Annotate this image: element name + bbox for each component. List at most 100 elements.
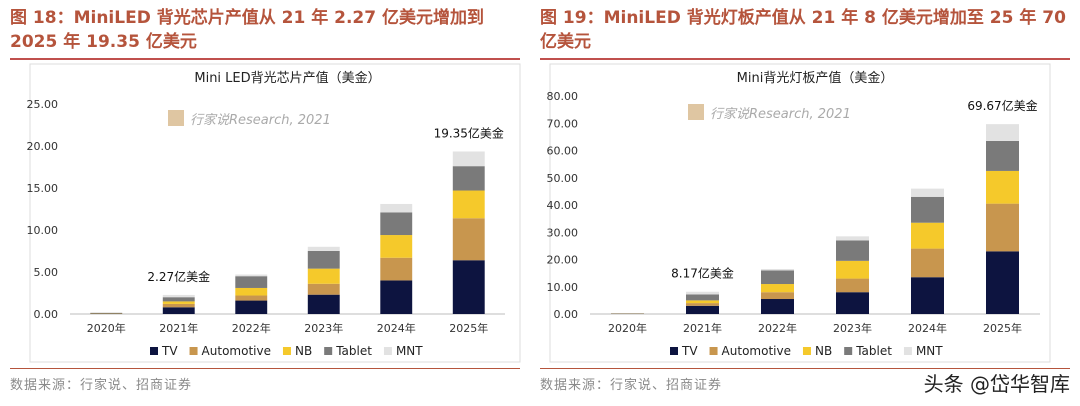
y-tick-label: 10.00 — [27, 224, 59, 237]
legend: TV Automotive NB Tablet MNT — [670, 344, 943, 358]
bar-segment — [911, 222, 944, 249]
bar-segment — [452, 166, 485, 191]
chart-frame — [549, 63, 1051, 363]
bar-segment — [235, 287, 268, 296]
bar-segment — [380, 203, 413, 213]
bar-segment — [986, 124, 1019, 141]
chart-frame — [29, 63, 521, 363]
x-tick-label: 2022年 — [758, 321, 797, 335]
bar-segment — [836, 236, 869, 241]
board-output-chart: Mini背光灯板产值（美金） 行家说Research, 2021 0.00 10.00… — [547, 63, 1051, 363]
x-tick-label: 2024年 — [908, 321, 947, 335]
legend-label: Automotive — [202, 344, 271, 358]
logo-text: 行家说Research, 2021 — [190, 112, 331, 128]
legend-label: Tablet — [335, 344, 372, 358]
y-tick-label: 15.00 — [27, 182, 59, 195]
title-rule — [540, 58, 1070, 60]
bar-segment — [686, 294, 719, 301]
bar-segment — [307, 283, 340, 295]
bar-segment — [452, 218, 485, 261]
bar-segment — [836, 278, 869, 293]
bar-segment — [235, 295, 268, 301]
chip-output-chart: Mini LED背光芯片产值（美金） 行家说Research, 2021 0.00 5… — [27, 63, 521, 363]
bar-segment — [235, 300, 268, 314]
bar-segment — [761, 292, 794, 300]
y-tick-label: 30.00 — [547, 226, 579, 239]
legend-swatch — [383, 347, 392, 355]
legend-label: Automotive — [722, 344, 791, 358]
x-tick-label: 2020年 — [608, 321, 647, 335]
bar-segment — [452, 151, 485, 167]
figure-title: 图 19：MiniLED 背光灯板产值从 21 年 8 亿美元增加至 25 年 … — [540, 8, 1066, 52]
bar-segment — [235, 276, 268, 288]
bar-segment — [686, 305, 719, 314]
x-tick-label: 2023年 — [304, 321, 343, 335]
figure-19-panel: 图 19：MiniLED 背光灯板产值从 21 年 8 亿美元增加至 25 年 … — [540, 0, 1080, 406]
bar-segment — [235, 274, 268, 277]
bar-segment — [686, 300, 719, 304]
figure-18-panel: 图 18：MiniLED 背光芯片产值从 21 年 2.27 亿美元增加到 20… — [0, 0, 535, 406]
bar-segment — [911, 277, 944, 314]
legend-swatch — [709, 347, 718, 355]
y-tick-label: 50.00 — [547, 172, 579, 185]
chart-title: Mini LED背光芯片产值（美金） — [194, 70, 380, 86]
x-tick-label: 2021年 — [159, 321, 198, 335]
bar-segment — [380, 212, 413, 236]
bar-segment — [761, 299, 794, 314]
bar-segment — [911, 196, 944, 223]
bar-segment — [307, 294, 340, 314]
legend-label: Tablet — [855, 344, 892, 358]
data-label: 19.35亿美金 — [434, 125, 504, 140]
data-label: 69.67亿美金 — [967, 98, 1037, 113]
bar-segment — [911, 248, 944, 278]
legend: TV Automotive NB Tablet MNT — [150, 344, 423, 358]
legend-swatch — [150, 347, 158, 355]
logo-watermark: 行家说Research, 2021 — [688, 104, 851, 122]
legend-label: NB — [295, 344, 312, 358]
y-tick-label: 0.00 — [34, 308, 59, 321]
legend-swatch — [189, 347, 198, 355]
y-tick-label: 20.00 — [27, 140, 59, 153]
bar-segment — [761, 269, 794, 271]
x-tick-label: 2024年 — [377, 321, 416, 335]
source-note: 数据来源：行家说、招商证券 — [540, 378, 723, 393]
watermark: 头条 @岱华智库 — [923, 372, 1070, 396]
bar-segment — [452, 190, 485, 219]
bottom-rule — [540, 368, 1070, 369]
bar-segment — [162, 301, 195, 304]
x-tick-label: 2021年 — [683, 321, 722, 335]
logo-icon — [168, 110, 184, 126]
legend-swatch — [670, 347, 678, 355]
y-tick-label: 0.00 — [554, 308, 579, 321]
bar-segment — [836, 260, 869, 279]
bar-segment — [836, 240, 869, 261]
bar-segment — [162, 303, 195, 308]
bar-segment — [380, 257, 413, 281]
legend-swatch — [802, 347, 811, 355]
y-tick-label: 40.00 — [547, 199, 579, 212]
bottom-rule — [10, 368, 520, 369]
x-tick-label: 2020年 — [87, 321, 126, 335]
y-tick-label: 10.00 — [547, 281, 579, 294]
bar-segment — [686, 303, 719, 306]
bar-segment — [380, 280, 413, 314]
legend-label: TV — [161, 344, 178, 358]
bar-segment — [986, 251, 1019, 314]
bar-segment — [986, 140, 1019, 171]
bar-segment — [911, 188, 944, 197]
legend-swatch — [844, 347, 853, 355]
bar-segment — [162, 307, 195, 314]
y-tick-label: 5.00 — [34, 266, 59, 279]
bar-segment — [986, 203, 1019, 252]
y-tick-label: 60.00 — [547, 145, 579, 158]
bar-segment — [452, 260, 485, 314]
bar-segment — [162, 297, 195, 302]
legend-label: NB — [815, 344, 832, 358]
x-tick-label: 2023年 — [833, 321, 872, 335]
data-label: 2.27亿美金 — [147, 269, 210, 284]
bar-segment — [162, 294, 195, 298]
source-note: 数据来源：行家说、招商证券 — [10, 378, 193, 393]
bar-segment — [307, 268, 340, 284]
logo-text: 行家说Research, 2021 — [710, 106, 851, 122]
x-tick-label: 2025年 — [983, 321, 1022, 335]
